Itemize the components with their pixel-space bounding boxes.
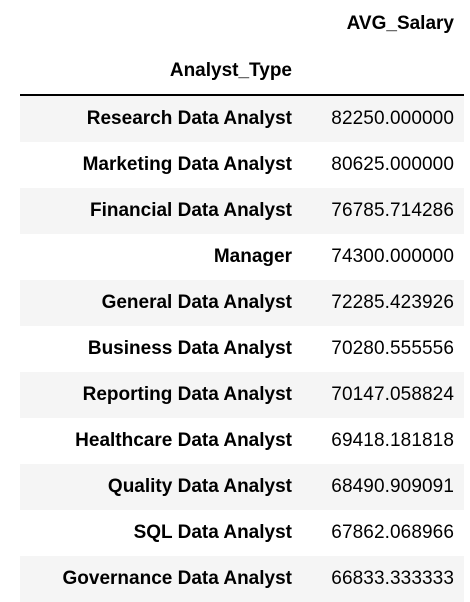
row-label: Healthcare Data Analyst [75,430,292,451]
index-header-row: Analyst_Type [20,48,464,95]
row-label: General Data Analyst [101,292,292,313]
row-value: 70280.555556 [331,338,454,359]
column-header-avg-salary: AVG_Salary [302,0,464,48]
row-label: Financial Data Analyst [89,200,292,221]
table-body: Research Data Analyst 82250.000000 Marke… [20,95,464,602]
table-row: SQL Data Analyst 67862.068966 [20,510,464,556]
row-value: 80625.000000 [331,154,454,175]
row-value: 70147.058824 [331,384,454,405]
row-label: Research Data Analyst [86,108,292,129]
row-value: 69418.181818 [331,430,454,451]
table-row: Marketing Data Analyst 80625.000000 [20,142,464,188]
table-row: Financial Data Analyst 76785.714286 [20,188,464,234]
row-label: Reporting Data Analyst [82,384,292,405]
table-row: Quality Data Analyst 68490.909091 [20,464,464,510]
blank-header-cell [20,0,302,48]
row-label: Governance Data Analyst [62,568,293,589]
table-row: Governance Data Analyst 66833.333333 [20,556,464,602]
row-value: 67862.068966 [331,522,454,543]
row-value: 76785.714286 [331,200,454,221]
row-value: 72285.423926 [331,292,454,313]
table-row: Healthcare Data Analyst 69418.181818 [20,418,464,464]
row-label: Marketing Data Analyst [82,154,292,175]
row-value: 68490.909091 [331,476,454,497]
table-header: AVG_Salary Analyst_Type [20,0,464,95]
blank-index-cell [302,48,464,95]
row-value: 66833.333333 [331,568,454,589]
table-row: Manager 74300.000000 [20,234,464,280]
index-name-header: Analyst_Type [20,48,302,95]
row-label: Quality Data Analyst [107,476,292,497]
row-value: 82250.000000 [331,108,454,129]
table-row: Reporting Data Analyst 70147.058824 [20,372,464,418]
row-label: SQL Data Analyst [133,522,292,543]
column-header-row: AVG_Salary [20,0,464,48]
table-row: General Data Analyst 72285.423926 [20,280,464,326]
salary-table: AVG_Salary Analyst_Type Research Data An… [20,0,464,602]
row-label: Manager [213,246,292,267]
row-value: 74300.000000 [331,246,454,267]
row-label: Business Data Analyst [87,338,292,359]
table-row: Research Data Analyst 82250.000000 [20,95,464,142]
table-row: Business Data Analyst 70280.555556 [20,326,464,372]
